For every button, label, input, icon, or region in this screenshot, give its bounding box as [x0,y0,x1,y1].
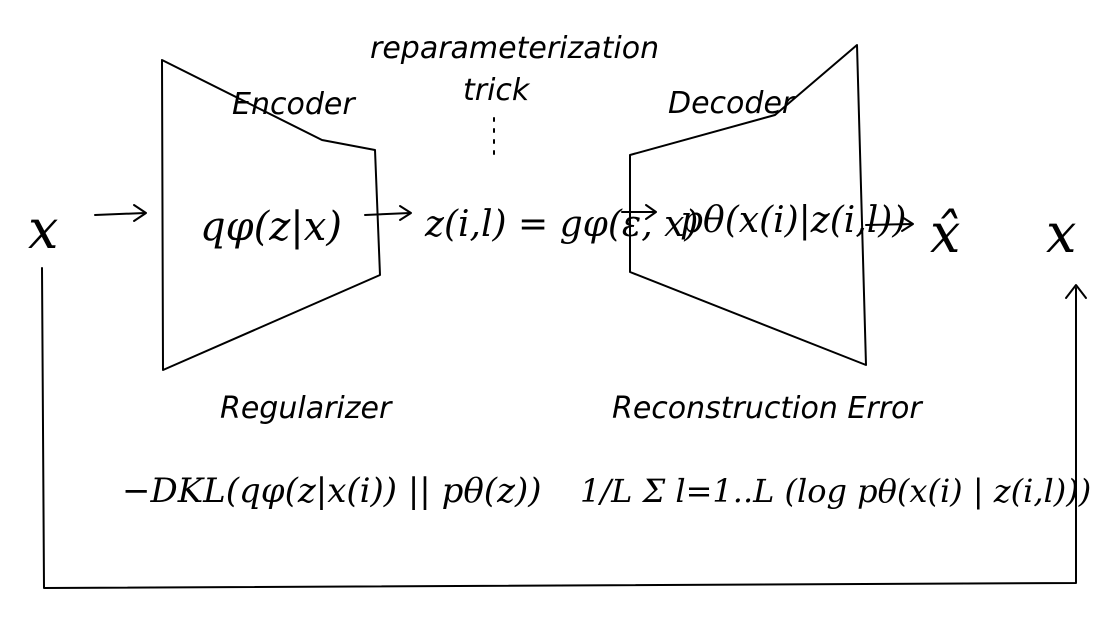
feedback-loop-arrow [41,267,1087,589]
encoder-formula: qφ(z|x) [200,204,342,250]
arrow-decoder-to-output [865,216,914,232]
reparam-label-line2: trick [463,73,531,108]
reconstruction-formula: 1/L Σ l=1..L (log pθ(x(i) | z(i,l))) [580,472,1091,510]
decoder-shape [629,44,867,366]
arrow-input-to-encoder [94,204,147,222]
regularizer-label: Regularizer [220,391,393,426]
input-x: x [28,198,58,261]
output-x-hat: x̂ [930,202,960,265]
encoder-label: Encoder [232,87,356,122]
regularizer-formula: −DKL(qφ(z|x(i)) || pθ(z)) [122,471,542,511]
target-x: x [1046,202,1076,265]
encoder-shape [161,59,381,371]
reparam-label-line1: reparameterization [370,31,659,66]
decoder-formula: pθ(x(i)|z(i,l)) [680,200,906,241]
reconstruction-label: Reconstruction Error [612,391,923,426]
z-sample-formula: z(i,l) = gφ(ε, x) [424,204,698,245]
arrow-encoder-to-z [364,205,412,221]
decoder-label: Decoder [668,86,796,121]
arrow-z-to-decoder [621,204,657,220]
